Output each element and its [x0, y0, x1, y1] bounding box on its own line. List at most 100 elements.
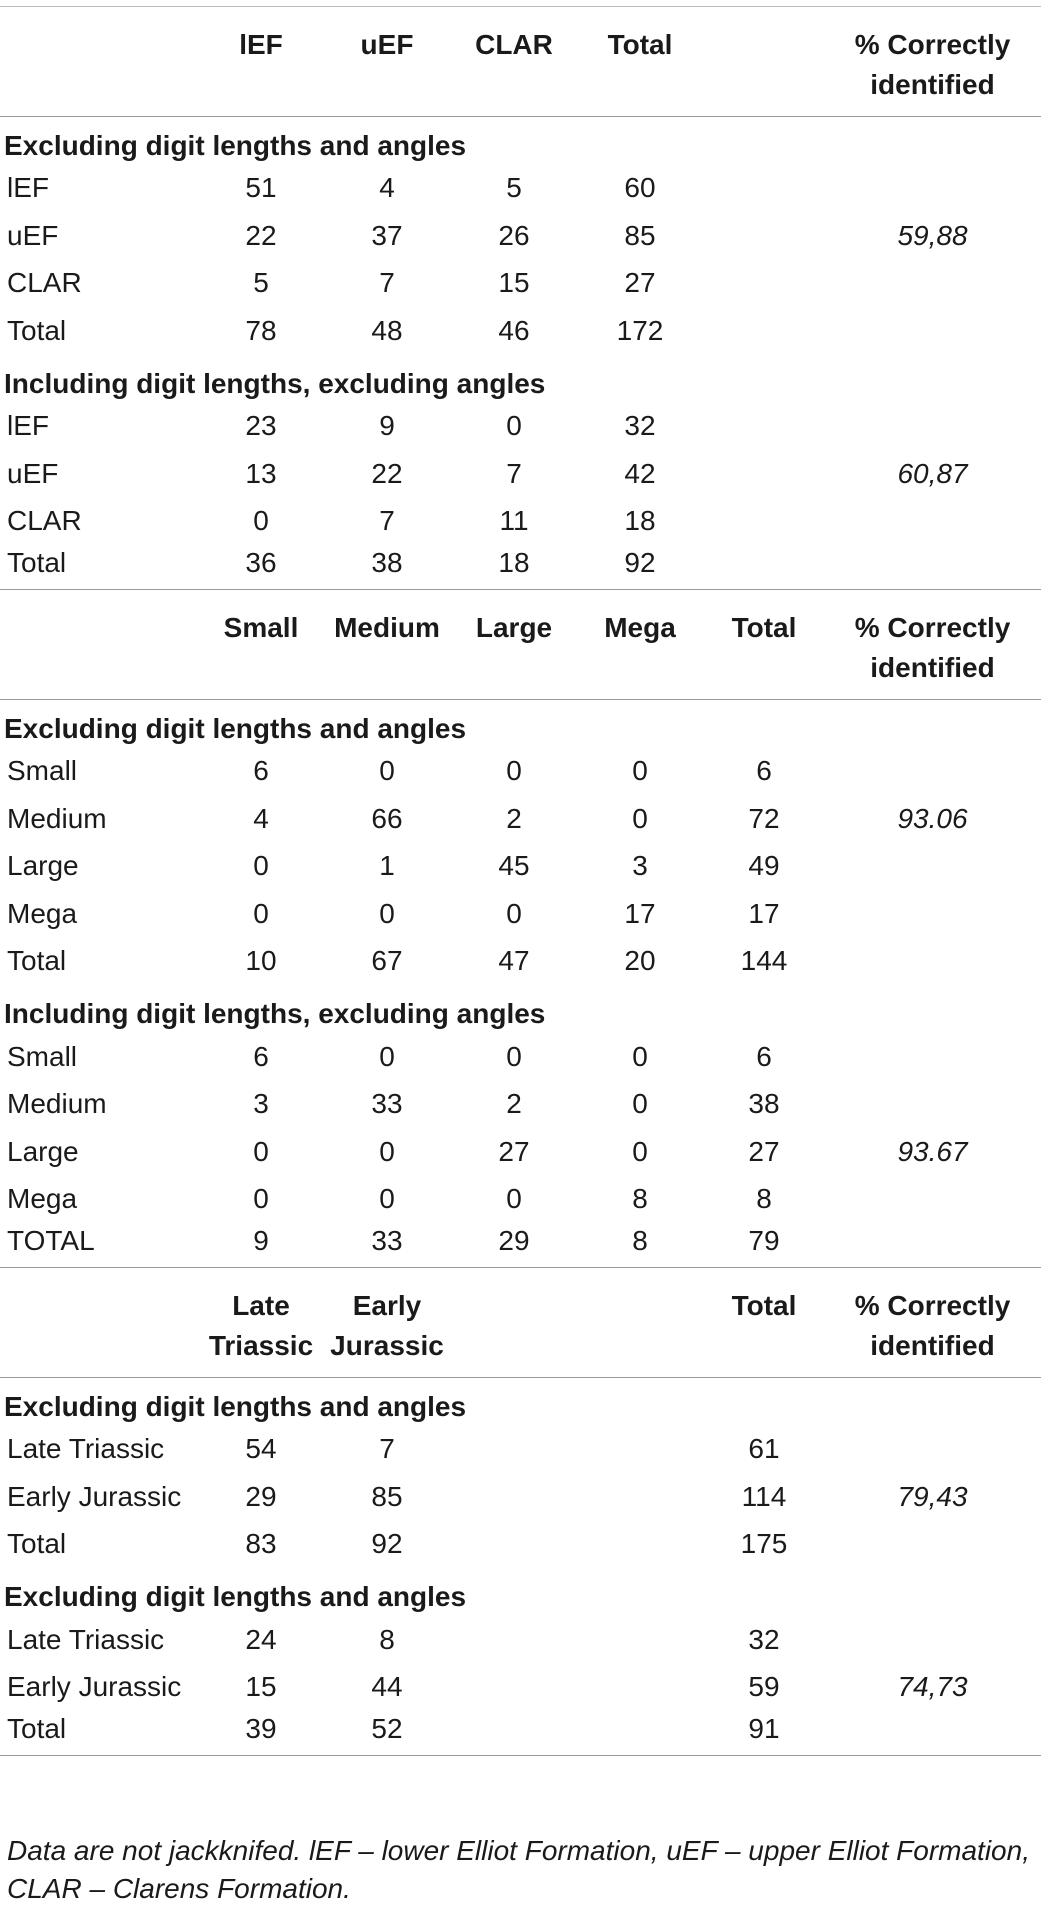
percent-correct-cell	[824, 1711, 1041, 1756]
count-cell: 24	[245, 1623, 277, 1655]
count-cell: 6	[756, 1040, 772, 1072]
table-row: Large 0 1 45 3 49	[0, 843, 1041, 891]
percent-correct-cell	[824, 1616, 1041, 1664]
table-row: uEF 13 22 7 42 60,87	[0, 450, 1041, 498]
group-title: Including digit lengths, excluding angle…	[4, 367, 546, 399]
column-header: Total	[704, 589, 824, 700]
group-title-row: Including digit lengths, excluding angle…	[0, 985, 1041, 1033]
count-cell: 54	[245, 1433, 277, 1465]
count-cell: 33	[371, 1088, 403, 1120]
table-row: Mega 0 0 0 17 17	[0, 890, 1041, 938]
table-row: Medium 4 66 2 0 72 93.06	[0, 795, 1041, 843]
count-cell: 7	[379, 267, 395, 299]
count-cell: 0	[253, 1135, 269, 1167]
count-cell: 4	[379, 172, 395, 204]
count-cell: 45	[498, 850, 530, 882]
row-label: Late Triassic	[7, 1623, 165, 1655]
count-cell: 0	[632, 1088, 648, 1120]
count-cell: 38	[748, 1088, 780, 1120]
header-row: lEF uEF CLAR Total % Correctly identified	[0, 6, 1041, 117]
count-cell: 4	[253, 802, 269, 834]
count-cell: 36	[200, 545, 322, 590]
table-row: Early Jurassic 29 85 114 79,43	[0, 1473, 1041, 1521]
count-cell: 10	[245, 945, 277, 977]
count-cell: 9	[379, 410, 395, 442]
percent-correct-cell	[824, 1223, 1041, 1268]
count-cell: 0	[506, 1040, 522, 1072]
count-cell: 92	[371, 1528, 403, 1560]
count-cell: 18	[624, 505, 656, 537]
count-cell	[576, 1426, 704, 1474]
count-cell: 23	[245, 410, 277, 442]
percent-correct-cell: 93.06	[897, 802, 968, 834]
count-cell: 85	[624, 219, 656, 251]
column-header: % Correctly identified	[824, 6, 1041, 117]
count-cell: 17	[624, 897, 656, 929]
table-row: TOTAL 9 33 29 8 79	[0, 1223, 1041, 1268]
percent-correct-cell: 93.67	[897, 1135, 968, 1167]
percent-correct-cell: 79,43	[897, 1480, 968, 1512]
count-cell: 38	[322, 545, 452, 590]
table-row: Total 78 48 46 172	[0, 307, 1041, 355]
column-header: % Correctly identified	[824, 1267, 1041, 1378]
count-cell	[452, 1616, 576, 1664]
count-cell: 9	[200, 1223, 322, 1268]
count-cell: 0	[253, 1183, 269, 1215]
count-cell: 29	[245, 1480, 277, 1512]
count-cell: 29	[452, 1223, 576, 1268]
count-cell: 0	[506, 755, 522, 787]
header-row: Late Triassic Early Jurassic Total% Correc…	[0, 1267, 1041, 1378]
table-row: CLAR 5 7 15 27	[0, 260, 1041, 308]
group-title: Excluding digit lengths and angles	[4, 712, 467, 744]
count-cell	[704, 403, 824, 451]
count-cell: 22	[245, 219, 277, 251]
row-label: CLAR	[7, 505, 82, 537]
table-row: Late Triassic 54 7 61	[0, 1426, 1041, 1474]
percent-correct-cell	[824, 1521, 1041, 1569]
count-cell: 0	[506, 897, 522, 929]
group-title-row: Excluding digit lengths and angles	[0, 1568, 1041, 1616]
column-header: Medium	[322, 589, 452, 700]
count-cell	[704, 212, 824, 260]
row-label: Small	[7, 1040, 78, 1072]
column-header: Mega	[576, 589, 704, 700]
count-cell: 52	[322, 1711, 452, 1756]
count-cell: 2	[506, 1088, 522, 1120]
count-cell: 60	[624, 172, 656, 204]
count-cell: 32	[748, 1623, 780, 1655]
count-cell: 11	[499, 505, 529, 537]
count-cell	[704, 307, 824, 355]
column-header	[704, 6, 824, 117]
count-cell	[452, 1473, 576, 1521]
count-cell: 49	[748, 850, 780, 882]
count-cell: 67	[371, 945, 403, 977]
count-cell: 5	[506, 172, 522, 204]
percent-correct-cell: 59,88	[897, 219, 968, 251]
count-cell: 83	[245, 1528, 277, 1560]
row-label: Medium	[7, 802, 107, 834]
count-cell	[452, 1521, 576, 1569]
count-cell: 7	[506, 457, 522, 489]
row-label: Mega	[7, 897, 78, 929]
column-header: Large	[452, 589, 576, 700]
count-cell: 59	[748, 1671, 780, 1703]
count-cell: 114	[741, 1480, 787, 1512]
count-cell	[452, 1664, 576, 1712]
count-cell	[452, 1711, 576, 1756]
percent-correct-cell	[824, 938, 1041, 986]
row-label: lEF	[7, 410, 49, 442]
count-cell	[704, 260, 824, 308]
group-title: Excluding digit lengths and angles	[4, 1581, 467, 1612]
row-label: Small	[7, 755, 78, 787]
count-cell: 51	[245, 172, 277, 204]
count-cell: 79	[704, 1223, 824, 1268]
count-cell: 8	[576, 1223, 704, 1268]
row-label: Mega	[7, 1183, 78, 1215]
count-cell: 48	[371, 314, 403, 346]
row-label: Total	[7, 314, 67, 346]
percent-correct-cell: 60,87	[897, 457, 968, 489]
count-cell: 172	[616, 314, 664, 346]
count-cell: 0	[379, 1183, 395, 1215]
percent-correct-cell	[824, 1176, 1041, 1224]
count-cell: 0	[379, 897, 395, 929]
